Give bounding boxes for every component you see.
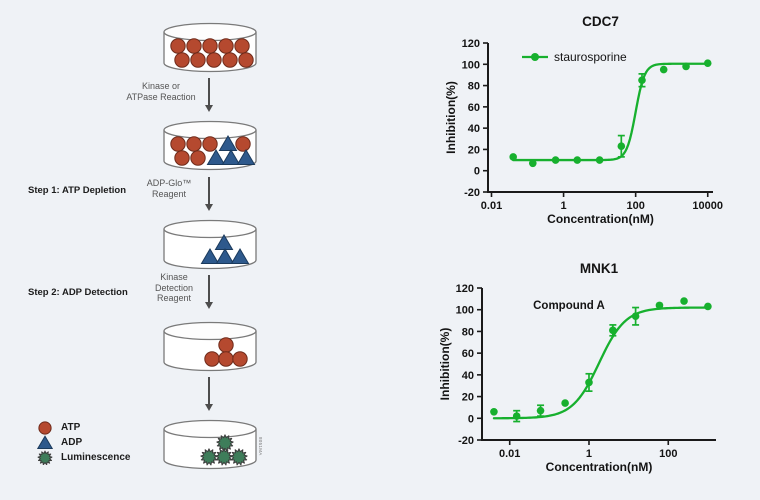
dish-atp-adp-mix — [163, 120, 257, 171]
dish-luminescence — [163, 419, 257, 470]
svg-text:1: 1 — [586, 448, 592, 460]
assay-legend: ATP ADP Luminescence — [36, 420, 130, 465]
flow-arrow-2 — [204, 177, 213, 211]
svg-text:Inhibition(%): Inhibition(%) — [440, 328, 452, 401]
figure-id: 8051MA — [258, 437, 263, 456]
svg-text:Concentration(nM): Concentration(nM) — [546, 460, 653, 474]
svg-text:CDC7: CDC7 — [582, 14, 619, 29]
mnk1-dose-response-chart: -20 0 20 40 60 80 100 120 0.01 1 100 MNK1 Concentrat… — [440, 261, 716, 474]
svg-text:Concentration(nM): Concentration(nM) — [547, 212, 654, 226]
legend-label-atp: ATP — [61, 422, 81, 433]
arrow-label-kinase-detection-reagent: Kinase Detection Reagent — [154, 272, 194, 303]
atp-circle-icon — [38, 421, 52, 435]
svg-text:40: 40 — [462, 370, 474, 382]
svg-text:100: 100 — [626, 200, 644, 212]
flow-arrow-4 — [204, 377, 213, 411]
legend-item-adp: ADP — [36, 435, 130, 450]
cdc7-dose-response-chart: -20 0 20 40 60 80 100 120 0.01 1 100 10000 CDC7 Conce… — [444, 14, 723, 226]
svg-text:0: 0 — [468, 413, 474, 425]
svg-text:0: 0 — [474, 166, 480, 178]
adp-triangle-icon — [36, 435, 54, 450]
flow-arrow-1 — [204, 78, 213, 112]
svg-text:40: 40 — [468, 123, 480, 135]
svg-text:0.01: 0.01 — [499, 448, 520, 460]
svg-text:staurosporine: staurosporine — [554, 50, 627, 64]
svg-text:20: 20 — [468, 144, 480, 156]
svg-text:Compound A: Compound A — [533, 300, 605, 312]
svg-text:0.01: 0.01 — [481, 200, 502, 212]
legend-item-atp: ATP — [36, 420, 130, 435]
svg-text:1: 1 — [561, 200, 567, 212]
step-1-label: Step 1: ATP Depletion — [28, 185, 127, 196]
step-2-label: Step 2: ADP Detection — [28, 287, 128, 298]
luminescence-star-icon — [37, 450, 53, 465]
svg-text:-20: -20 — [464, 187, 480, 199]
svg-text:10000: 10000 — [692, 200, 723, 212]
dish-atp-regenerated — [163, 321, 257, 372]
legend-label-luminescence: Luminescence — [61, 452, 131, 463]
legend-label-adp: ADP — [61, 437, 83, 448]
dish-atp-substrate — [163, 22, 257, 73]
svg-text:120: 120 — [462, 38, 480, 50]
svg-text:100: 100 — [659, 448, 677, 460]
svg-text:80: 80 — [468, 81, 480, 93]
svg-text:60: 60 — [462, 348, 474, 360]
svg-text:Inhibition(%): Inhibition(%) — [444, 81, 458, 154]
svg-text:100: 100 — [462, 59, 480, 71]
svg-text:100: 100 — [456, 305, 474, 317]
arrow-label-adp-glo-reagent: ADP-Glo™ Reagent — [146, 178, 192, 199]
svg-text:120: 120 — [456, 283, 474, 295]
svg-text:20: 20 — [462, 392, 474, 404]
legend-item-luminescence: Luminescence — [36, 450, 130, 465]
svg-text:-20: -20 — [458, 435, 474, 447]
svg-text:60: 60 — [468, 102, 480, 114]
flow-arrow-3 — [204, 275, 213, 309]
dish-adp-only — [163, 219, 257, 270]
arrow-label-kinase-reaction: Kinase or ATPase Reaction — [126, 81, 196, 102]
svg-text:80: 80 — [462, 326, 474, 338]
svg-text:MNK1: MNK1 — [580, 261, 619, 276]
